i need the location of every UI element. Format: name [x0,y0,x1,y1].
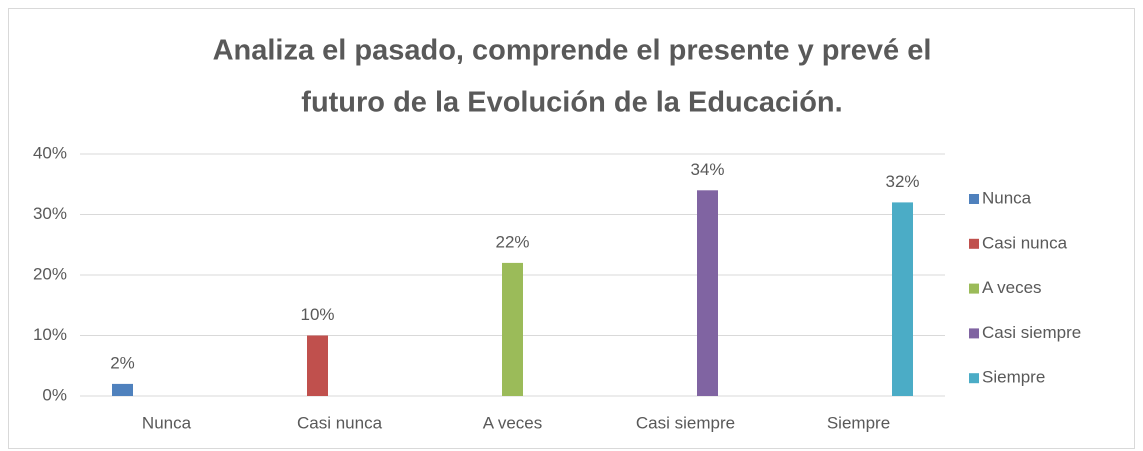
x-tick-label: Siempre [827,413,890,432]
bar [502,262,523,396]
x-tick-label: A veces [483,413,543,432]
legend-label: Siempre [982,368,1045,387]
legend-swatch [969,238,979,249]
chart-border [8,8,1135,449]
data-label: 10% [300,305,334,324]
chart-title: futuro de la Evolución de la Educación. [301,87,842,119]
data-label: 22% [495,232,529,251]
bar [307,335,328,396]
y-tick-label: 0% [42,385,67,404]
chart-title: Analiza el pasado, comprende el presente… [213,35,932,67]
y-tick-label: 20% [33,264,67,283]
y-tick-label: 30% [33,204,67,223]
x-tick-label: Nunca [142,413,192,432]
legend-label: Casi siempre [982,323,1081,342]
bar [112,383,133,396]
bar [892,202,913,396]
legend-swatch [969,328,979,339]
legend-swatch [969,283,979,294]
legend-label: Casi nunca [982,233,1068,252]
legend-swatch [969,194,979,204]
data-label: 32% [885,172,919,191]
data-label: 2% [110,353,135,372]
legend-swatch [969,373,979,384]
y-tick-label: 10% [33,325,67,344]
legend-label: A veces [982,278,1042,297]
data-label: 34% [690,160,724,179]
y-tick-label: 40% [33,143,67,162]
x-tick-label: Casi nunca [297,413,383,432]
x-tick-label: Casi siempre [636,413,735,432]
legend-label: Nunca [982,188,1032,207]
bar [697,190,718,396]
